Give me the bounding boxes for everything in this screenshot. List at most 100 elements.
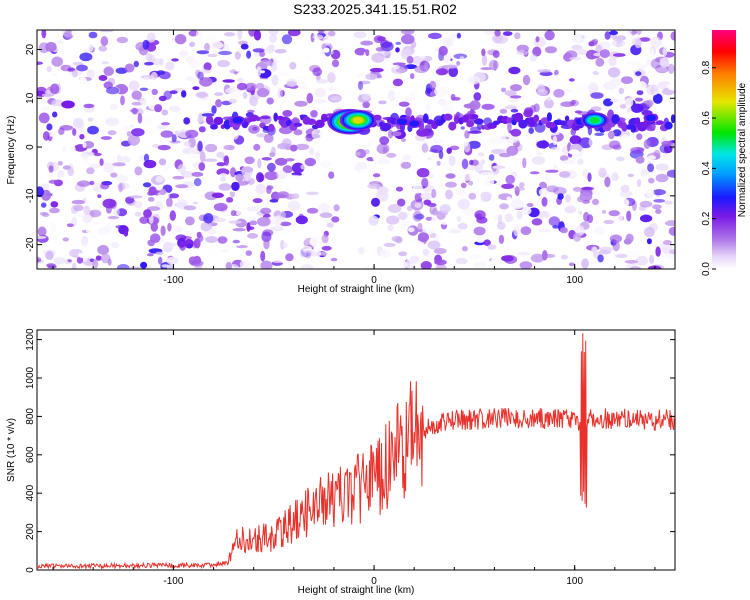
- spectrogram-cell: [522, 157, 527, 169]
- spectrogram-cell: [494, 35, 509, 44]
- spectrogram-cell: [323, 47, 330, 53]
- spectrogram-cell: [664, 220, 675, 227]
- spectrogram-cell: [365, 73, 378, 80]
- spectrogram-cell: [597, 254, 604, 263]
- spectrogram-cell: [647, 155, 656, 160]
- spectrogram-cell: [58, 127, 65, 135]
- spectrogram-cell: [97, 244, 109, 255]
- spectrogram-cell: [98, 45, 108, 52]
- spectrogram-cell: [391, 235, 403, 242]
- spectrogram-cell: [646, 238, 652, 245]
- spectrogram-cell: [372, 173, 381, 178]
- spectrogram-cell: [388, 226, 395, 231]
- spectrogram-cell: [568, 78, 575, 82]
- spectrogram-cell: [242, 91, 248, 99]
- spectrogram-cell: [129, 124, 135, 128]
- spectrogram-cell: [46, 123, 53, 131]
- spectrogram-cell: [603, 219, 615, 225]
- spectrogram-cell: [261, 157, 272, 161]
- spectrogram-cell: [70, 145, 76, 154]
- spectrogram-cell: [608, 56, 617, 67]
- spectrogram-cell: [217, 173, 229, 182]
- spectrogram-cell: [304, 157, 316, 167]
- spectrogram-cell: [668, 226, 675, 236]
- spectrogram-band-cell: [268, 123, 275, 132]
- spectrogram-cell: [589, 40, 598, 47]
- x-tick-label: -100: [163, 275, 183, 286]
- spectrogram-cell: [576, 48, 587, 56]
- spectrogram-cell: [48, 179, 60, 184]
- spectrogram-band-cell: [621, 122, 628, 132]
- spectrogram-cell: [432, 208, 438, 216]
- spectrogram-cell: [66, 223, 74, 227]
- spectrogram-cell: [257, 78, 269, 84]
- spectrogram-cell: [456, 60, 461, 66]
- spectrogram-cell: [538, 228, 551, 233]
- spectrogram-cell: [92, 259, 99, 269]
- spectrogram-cell: [371, 53, 385, 63]
- spectrogram-cell: [402, 261, 408, 268]
- spectrogram-cell: [480, 172, 493, 176]
- spectrogram-cell: [207, 53, 218, 58]
- spectrogram-cell: [40, 202, 47, 208]
- spectrogram-cell: [528, 127, 534, 134]
- spectrogram-cell: [560, 254, 568, 260]
- spectrogram-cell: [634, 38, 642, 49]
- spectrogram-cell: [361, 93, 371, 101]
- spectrogram-cell: [650, 36, 662, 48]
- spectrogram-cell: [270, 146, 276, 157]
- spectrogram-cell: [260, 59, 273, 67]
- spectrogram-cell: [609, 234, 623, 243]
- colorbar-tick-label: 0.6: [701, 111, 712, 125]
- spectrogram-cell: [624, 259, 638, 264]
- spectrogram-cell: [552, 225, 560, 229]
- spectrogram-cell: [643, 139, 651, 150]
- snr-x-ticks: -100 0 100: [52, 330, 656, 587]
- spectrogram-cell: [300, 164, 307, 170]
- spectrogram-cell: [87, 125, 99, 135]
- spectrogram-cell: [213, 202, 228, 212]
- spectrogram-cell: [147, 206, 161, 211]
- spectrogram-cell: [373, 35, 384, 44]
- spectrogram-cell: [603, 157, 617, 164]
- spectrogram-cell: [550, 147, 561, 151]
- spectrogram-cell: [618, 87, 625, 95]
- spectrogram-cell: [312, 34, 324, 40]
- spectrogram-cell: [331, 41, 345, 48]
- spectrogram-cell: [277, 88, 283, 98]
- spectrogram-cell: [80, 153, 90, 158]
- spectrogram-cell: [293, 129, 303, 136]
- spectrogram-cell: [375, 47, 386, 52]
- spectrogram-cell: [306, 207, 319, 214]
- spectrogram-cell: [405, 107, 412, 118]
- spectrogram-cell: [249, 220, 258, 226]
- spectrogram-cell: [404, 64, 418, 70]
- spectrogram-cell: [420, 53, 427, 60]
- spectrogram-cell: [286, 81, 297, 87]
- spectrogram-cell: [309, 147, 314, 156]
- spectrogram-cell: [557, 193, 564, 200]
- spectrogram-band-cell: [461, 114, 470, 123]
- spectrogram-cell: [510, 198, 525, 210]
- spectrogram-cell: [147, 197, 155, 202]
- spectrogram-band-cell: [630, 124, 637, 133]
- spectrogram-hotspot: [645, 114, 657, 122]
- spectrogram-cell: [203, 134, 215, 143]
- spectrogram-cell: [377, 186, 389, 195]
- spectrogram-cell: [253, 30, 262, 41]
- spectrogram-cell: [658, 217, 669, 223]
- spectrogram-cell: [506, 196, 512, 201]
- colorbar: 0.0 0.2 0.4 0.6 0.8 Normalized spectral ampl…: [701, 30, 748, 276]
- spectrogram-cell: [577, 158, 584, 165]
- spectrogram-cell: [516, 49, 529, 56]
- spectrogram-cell: [380, 248, 391, 259]
- spectrogram-cell: [218, 50, 232, 56]
- spectrogram-cell: [508, 66, 521, 75]
- spectrogram-cell: [627, 173, 634, 178]
- spectrogram-cell: [122, 125, 132, 132]
- spectrogram-cell: [125, 196, 135, 204]
- spectrogram-cell: [287, 30, 301, 37]
- spectrogram-cell: [49, 132, 59, 138]
- spectrogram-band-cell: [443, 113, 453, 121]
